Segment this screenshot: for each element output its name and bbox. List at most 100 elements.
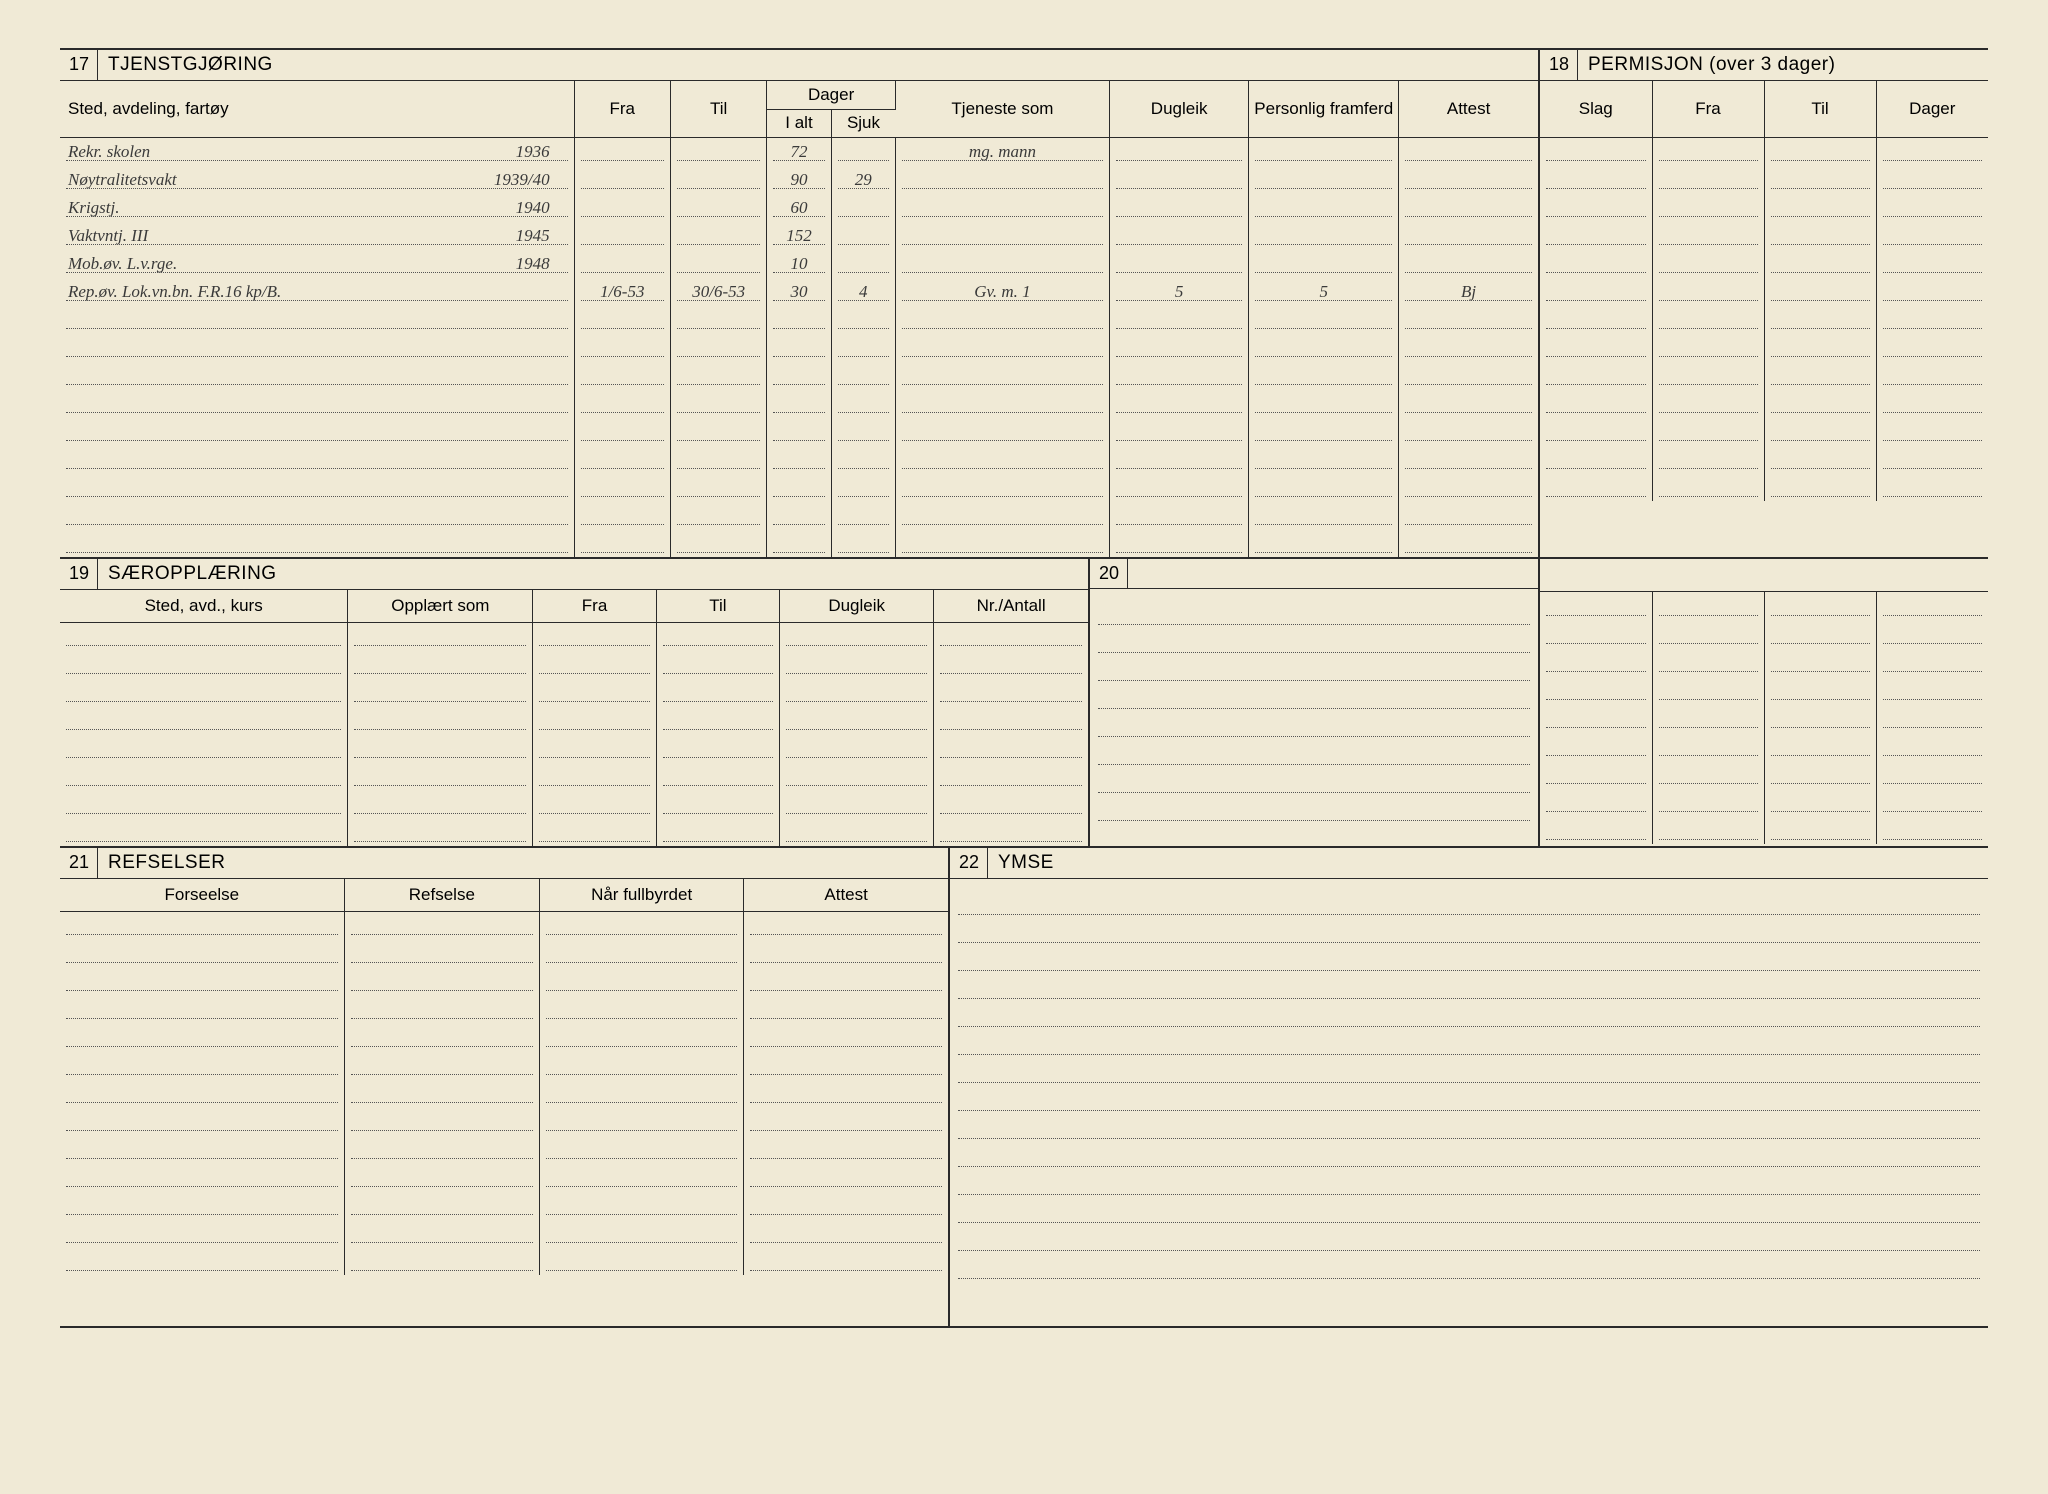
cell-tjeneste: mg. mann [895, 137, 1109, 165]
table-row [60, 1163, 948, 1191]
table-row [1540, 676, 1988, 704]
cell-sted: Mob.øv. L.v.rge.1948 [60, 249, 574, 277]
cell-til [670, 137, 766, 165]
table-row [60, 1135, 948, 1163]
cell-tjeneste [895, 193, 1109, 221]
blank-line [958, 1111, 1980, 1139]
cell-ialt: 10 [767, 249, 831, 277]
section-21: 21 REFSELSER Forseelse Refselse Når full… [60, 848, 950, 1326]
blank-line [958, 915, 1980, 943]
table-row [1540, 165, 1988, 193]
col21-attest: Attest [744, 879, 948, 911]
cell-tjeneste: Gv. m. 1 [895, 277, 1109, 305]
blank-line [1098, 653, 1530, 681]
col-dager: Dager [767, 81, 896, 109]
col-sted: Sted, avdeling, fartøy [60, 81, 574, 137]
table-row [1540, 816, 1988, 844]
cell-fra [574, 137, 670, 165]
table-row: Vaktvntj. III1945152 [60, 221, 1538, 249]
cell-attest [1399, 249, 1538, 277]
cell-personlig [1249, 165, 1399, 193]
table-row [60, 967, 948, 995]
blank-line [1098, 709, 1530, 737]
row-mid: 19 SÆROPPLÆRING Sted, avd., kurs Opplært… [60, 559, 1988, 848]
section-22-body [950, 879, 1988, 1287]
cell-dugleik [1110, 137, 1249, 165]
table-row [60, 995, 948, 1023]
blank-line [1098, 765, 1530, 793]
blank-line [1098, 681, 1530, 709]
col19-sted: Sted, avd., kurs [60, 590, 348, 622]
table-row [60, 818, 1088, 846]
col-dager18: Dager [1876, 81, 1988, 137]
cell-sjuk: 29 [831, 165, 895, 193]
cell-tjeneste [895, 249, 1109, 277]
section-title-19: SÆROPPLÆRING [98, 559, 1088, 589]
table-row [60, 1051, 948, 1079]
blank-line [1098, 793, 1530, 821]
cell-ialt: 60 [767, 193, 831, 221]
section-21-header: 21 REFSELSER [60, 848, 948, 879]
cell-personlig [1249, 249, 1399, 277]
blank-line [958, 1251, 1980, 1279]
blank-line [958, 1195, 1980, 1223]
col-slag: Slag [1540, 81, 1652, 137]
section-20-body [1090, 589, 1538, 829]
section-num-19: 19 [60, 559, 98, 589]
section-22-header: 22 YMSE [950, 848, 1988, 879]
col19-dugleik: Dugleik [780, 590, 934, 622]
cell-til [670, 221, 766, 249]
blank-line [958, 1223, 1980, 1251]
col21-refselse: Refselse [344, 879, 539, 911]
table-row [60, 939, 948, 967]
col-dugleik: Dugleik [1110, 81, 1249, 137]
table-row [1540, 389, 1988, 417]
table-row [60, 706, 1088, 734]
table-row [60, 1107, 948, 1135]
row-top: 17 TJENSTGJØRING Sted, avdeling, fartøy … [60, 50, 1988, 559]
section-num-17: 17 [60, 50, 98, 80]
table-row [1540, 221, 1988, 249]
cell-sjuk [831, 137, 895, 165]
table-row [1540, 445, 1988, 473]
cell-dugleik [1110, 193, 1249, 221]
table-row [60, 1023, 948, 1051]
table-row [60, 417, 1538, 445]
cell-fra [574, 221, 670, 249]
cell-sjuk [831, 221, 895, 249]
table-row [60, 333, 1538, 361]
table-row [60, 529, 1538, 557]
section-title-21: REFSELSER [98, 848, 948, 878]
table-row [1540, 648, 1988, 676]
table-17: Sted, avdeling, fartøy Fra Til Dager Tje… [60, 81, 1538, 557]
cell-sjuk: 4 [831, 277, 895, 305]
col-til18: Til [1764, 81, 1876, 137]
blank-line [958, 887, 1980, 915]
section-title-17: TJENSTGJØRING [98, 50, 1538, 80]
table-row [60, 911, 948, 939]
table-row [1540, 361, 1988, 389]
table-19: Sted, avd., kurs Opplært som Fra Til Dug… [60, 590, 1088, 846]
cell-personlig [1249, 221, 1399, 249]
cell-attest [1399, 165, 1538, 193]
cell-sted: Vaktvntj. III1945 [60, 221, 574, 249]
table-row [1540, 305, 1988, 333]
form-content: 17 TJENSTGJØRING Sted, avdeling, fartøy … [60, 48, 1988, 1454]
cell-til [670, 249, 766, 277]
blank-line [958, 999, 1980, 1027]
cell-dugleik [1110, 221, 1249, 249]
table-row [60, 501, 1538, 529]
section-17-header: 17 TJENSTGJØRING [60, 50, 1538, 81]
cell-sted: Rep.øv. Lok.vn.bn. F.R.16 kp/B. [60, 277, 574, 305]
cell-til [670, 165, 766, 193]
blank-line [958, 1083, 1980, 1111]
table-row [60, 1191, 948, 1219]
col19-fra: Fra [533, 590, 656, 622]
table-row [1540, 760, 1988, 788]
table-row: Rekr. skolen193672mg. mann [60, 137, 1538, 165]
table-row [60, 1219, 948, 1247]
section-title-18: PERMISJON (over 3 dager) [1578, 50, 1988, 80]
col21-nar: Når fullbyrdet [540, 879, 744, 911]
table-row [60, 361, 1538, 389]
table-21: Forseelse Refselse Når fullbyrdet Attest [60, 879, 948, 1275]
